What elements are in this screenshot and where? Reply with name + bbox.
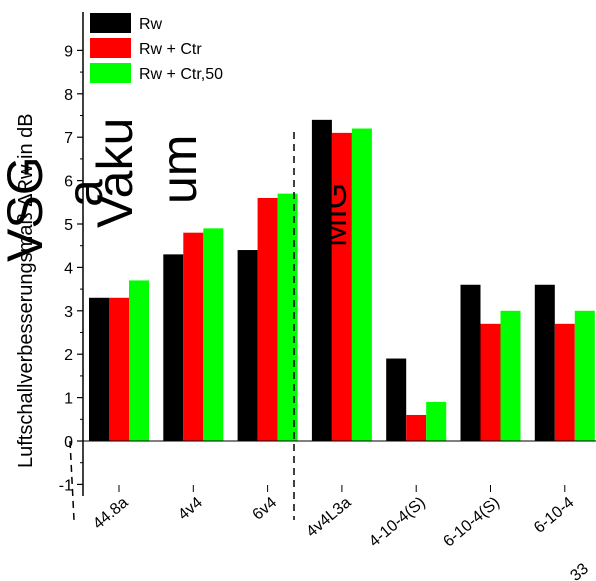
y-tick-label: 1 xyxy=(64,391,73,408)
bar-rw-1 xyxy=(163,254,184,441)
legend-swatch xyxy=(90,13,131,33)
legend-label: Rw xyxy=(139,16,163,33)
bar-rw-4 xyxy=(386,358,407,441)
x-category-label: 4v4 xyxy=(175,494,206,524)
x-category-label: 4-10-4(S) xyxy=(366,494,429,550)
y-tick-label: 9 xyxy=(64,43,73,60)
bar-rw-6 xyxy=(534,284,555,441)
bar-rw-ctr50-4 xyxy=(426,401,447,441)
group-label-um: um xyxy=(151,135,207,204)
y-tick-label: -1 xyxy=(59,477,73,494)
x-category-label: 44.8a xyxy=(90,494,132,533)
bar-rw-0 xyxy=(89,297,109,441)
x-categories: 44.8a 4v4 6v4 4v4L3a 4-10-4(S) 6-10-4(S) 6-10-… xyxy=(90,485,577,551)
y-tick-label: 8 xyxy=(64,87,73,104)
bar-rw-ctr50-1 xyxy=(203,228,224,441)
legend: Rw Rw + Ctr Rw + Ctr,50 xyxy=(90,13,223,83)
y-tick-label: 5 xyxy=(64,217,73,234)
bar-rw-ctr-0 xyxy=(109,297,129,441)
bar-rw-3 xyxy=(311,119,332,441)
axes-layer xyxy=(82,12,596,496)
legend-label: Rw + Ctr xyxy=(139,41,202,58)
y-tick-label: 4 xyxy=(64,260,73,277)
separators xyxy=(69,132,295,521)
bar-rw-2 xyxy=(237,250,258,441)
bar-rw-ctr-1 xyxy=(183,232,204,441)
y-tick-label: 2 xyxy=(64,347,73,364)
separator-left xyxy=(69,440,75,521)
group-label-vsg: VSG xyxy=(0,156,53,262)
bar-rw-ctr-4 xyxy=(406,414,427,441)
x-category-label: 4v4L3a xyxy=(303,494,354,541)
bar-rw-ctr-3 xyxy=(331,132,352,442)
y-ticks: -1 0 1 2 3 4 5 6 7 8 9 xyxy=(59,43,83,494)
bar-rw-ctr-5 xyxy=(480,323,501,441)
group-label-a: a xyxy=(57,179,113,207)
bar-rw-ctr-2 xyxy=(257,197,278,441)
x-category-label: 6-10-4(S) xyxy=(440,494,503,550)
bar-rw-5 xyxy=(460,284,481,441)
bar-rw-ctr50-6 xyxy=(574,310,595,441)
y-tick-label: 6 xyxy=(64,174,73,191)
bar-rw-ctr-6 xyxy=(554,323,575,441)
x-category-label: 6v4 xyxy=(249,494,280,524)
bar-rw-ctr50-0 xyxy=(129,280,149,441)
legend-swatch xyxy=(90,63,131,83)
bars-layer xyxy=(89,119,595,442)
legend-swatch xyxy=(90,38,131,58)
legend-label: Rw + Ctr,50 xyxy=(139,66,223,83)
group-label-mig: MIG xyxy=(316,183,354,247)
y-tick-label: 0 xyxy=(64,434,73,451)
bar-rw-ctr50-5 xyxy=(500,310,521,441)
group-label-vaku: Vaku xyxy=(87,118,143,228)
bar-rw-ctr50-3 xyxy=(351,128,372,441)
y-tick-label: 7 xyxy=(64,130,73,147)
y-tick-label: 3 xyxy=(64,304,73,321)
bar-rw-ctr50-2 xyxy=(277,193,298,441)
corner-text: 33 xyxy=(567,560,592,581)
y-axis-label: Luftschallverbesserungsmaß ΔRw in dB xyxy=(15,113,37,468)
x-category-label: 6-10-4 xyxy=(531,494,577,537)
